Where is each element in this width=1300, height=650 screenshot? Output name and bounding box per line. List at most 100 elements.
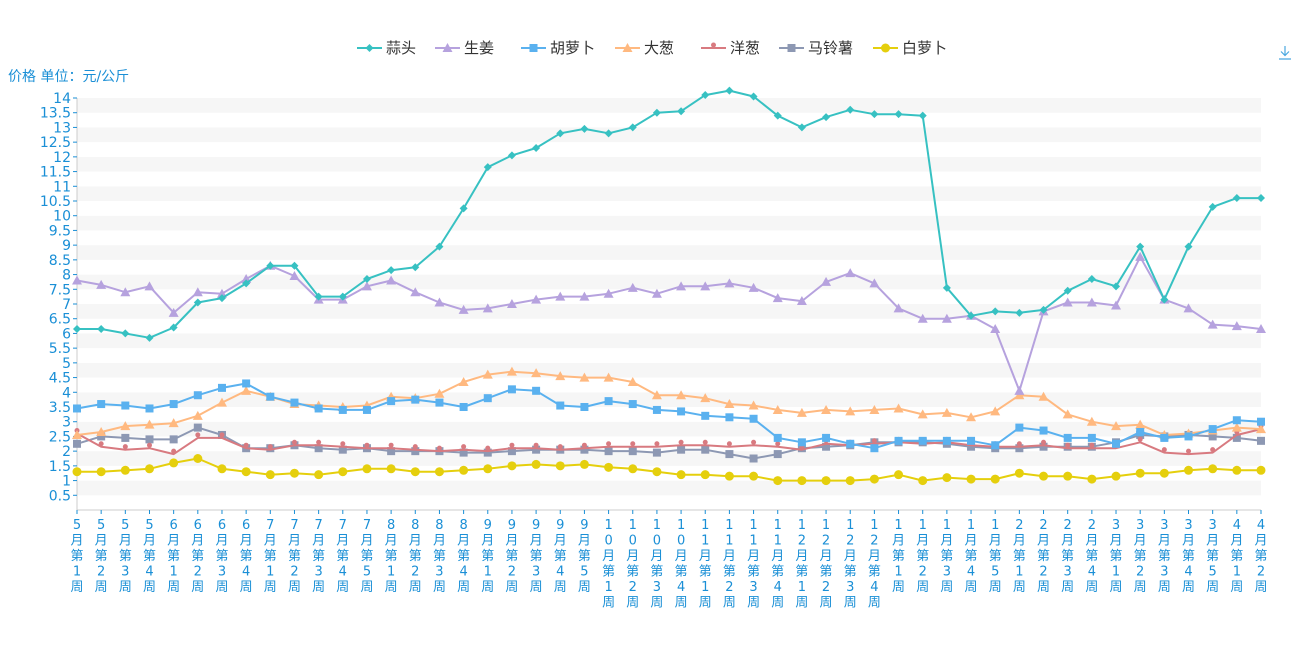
- data-point: [580, 403, 589, 411]
- data-point: [894, 110, 903, 119]
- data-point: [1087, 274, 1096, 283]
- data-point: [73, 439, 81, 448]
- data-point: [1062, 297, 1073, 307]
- data-point: [845, 476, 855, 486]
- data-point: [871, 438, 877, 444]
- y-tick-label: 12.5: [40, 135, 71, 151]
- x-tick-label: 3 月第 5 周: [1206, 518, 1219, 595]
- data-point: [267, 444, 273, 450]
- data-point: [796, 296, 807, 306]
- data-point: [482, 369, 493, 379]
- y-axis: 0.511.522.533.544.555.566.577.588.599.51…: [40, 91, 77, 504]
- legend-item-2[interactable]: 生姜: [435, 39, 494, 57]
- data-point: [435, 398, 444, 407]
- data-point: [1038, 391, 1049, 401]
- data-point: [461, 444, 467, 450]
- data-point: [942, 436, 951, 445]
- data-point: [532, 144, 541, 153]
- legend-item-3[interactable]: 胡萝卜: [521, 39, 595, 57]
- data-point: [797, 123, 806, 132]
- data-point: [725, 86, 734, 95]
- data-point: [387, 266, 396, 275]
- legend-item-6[interactable]: 马铃薯: [779, 39, 853, 57]
- data-point: [846, 439, 855, 448]
- data-point: [1062, 409, 1073, 419]
- data-point: [241, 467, 251, 477]
- data-point: [1087, 433, 1096, 442]
- legend-marker: [529, 44, 538, 52]
- x-tick-label: 8 月第 1 周: [385, 518, 398, 595]
- grid-band: [77, 289, 1261, 304]
- data-point: [509, 442, 515, 448]
- x-tick-label: 7 月第 1 周: [264, 518, 277, 595]
- data-point: [1232, 465, 1242, 475]
- data-point: [314, 470, 324, 480]
- x-tick-label: 4 月第 2 周: [1254, 518, 1267, 595]
- data-point: [556, 401, 565, 410]
- data-point: [531, 459, 541, 469]
- data-point: [991, 307, 1000, 316]
- y-tick-label: 1: [62, 474, 71, 490]
- data-point: [193, 454, 203, 463]
- data-point: [1161, 447, 1167, 453]
- data-point: [146, 442, 152, 448]
- y-tick-label: 13: [53, 120, 71, 136]
- data-point: [97, 432, 106, 441]
- data-point: [1014, 468, 1024, 478]
- y-axis-title: 价格 单位：元/公斤: [8, 69, 130, 85]
- data-point: [168, 418, 179, 428]
- data-point: [459, 465, 469, 475]
- x-tick-label: 1 0 月第 4 周: [675, 518, 688, 611]
- data-point: [1089, 442, 1095, 448]
- data-point: [606, 441, 612, 447]
- data-point: [773, 111, 782, 120]
- legend[interactable]: 蒜头 生姜 胡萝卜 大葱 洋葱 马铃薯 白萝卜: [357, 39, 947, 57]
- data-point: [677, 445, 686, 454]
- y-tick-label: 9: [62, 238, 71, 254]
- series-line: [76, 426, 1262, 460]
- data-point: [702, 439, 708, 445]
- data-point: [169, 458, 179, 468]
- data-point: [1015, 423, 1024, 432]
- data-point: [677, 407, 686, 416]
- x-tick-label: 1 1 月第 2 周: [723, 518, 736, 611]
- data-point: [291, 439, 297, 445]
- data-point: [821, 476, 831, 486]
- y-tick-label: 1.5: [49, 459, 71, 475]
- grid-band: [77, 480, 1261, 496]
- data-point: [580, 445, 589, 454]
- data-point: [387, 397, 396, 406]
- series-line: [76, 382, 1262, 450]
- data-point: [604, 447, 613, 456]
- data-point: [941, 407, 952, 417]
- y-tick-label: 3: [62, 415, 71, 431]
- y-tick-label: 11: [53, 179, 71, 195]
- data-point: [144, 464, 154, 474]
- legend-item-1[interactable]: 蒜头: [357, 39, 416, 57]
- data-point: [1039, 426, 1048, 435]
- data-point: [72, 429, 82, 439]
- data-point: [265, 470, 275, 480]
- data-point: [990, 406, 1001, 416]
- data-point: [507, 447, 516, 456]
- data-point: [701, 91, 710, 100]
- data-point: [387, 447, 396, 456]
- legend-item-7[interactable]: 白萝卜: [873, 39, 947, 57]
- data-point: [459, 204, 468, 213]
- legend-item-4[interactable]: 大葱: [615, 39, 674, 57]
- data-point: [1208, 202, 1217, 211]
- data-point: [918, 476, 928, 486]
- data-point: [96, 427, 107, 437]
- data-point: [388, 442, 394, 448]
- data-point: [651, 390, 662, 400]
- y-tick-label: 13.5: [40, 106, 71, 122]
- x-tick-label: 6 月第 4 周: [240, 518, 253, 595]
- legend-label: 白萝卜: [902, 39, 947, 57]
- legend-item-5[interactable]: 洋葱: [701, 39, 760, 57]
- data-point: [942, 283, 951, 292]
- legend-label: 生姜: [464, 39, 494, 57]
- download-icon[interactable]: [1276, 44, 1294, 62]
- data-point: [1086, 297, 1097, 307]
- x-tick-label: 1 0 月第 3 周: [650, 518, 663, 611]
- data-point: [749, 92, 758, 101]
